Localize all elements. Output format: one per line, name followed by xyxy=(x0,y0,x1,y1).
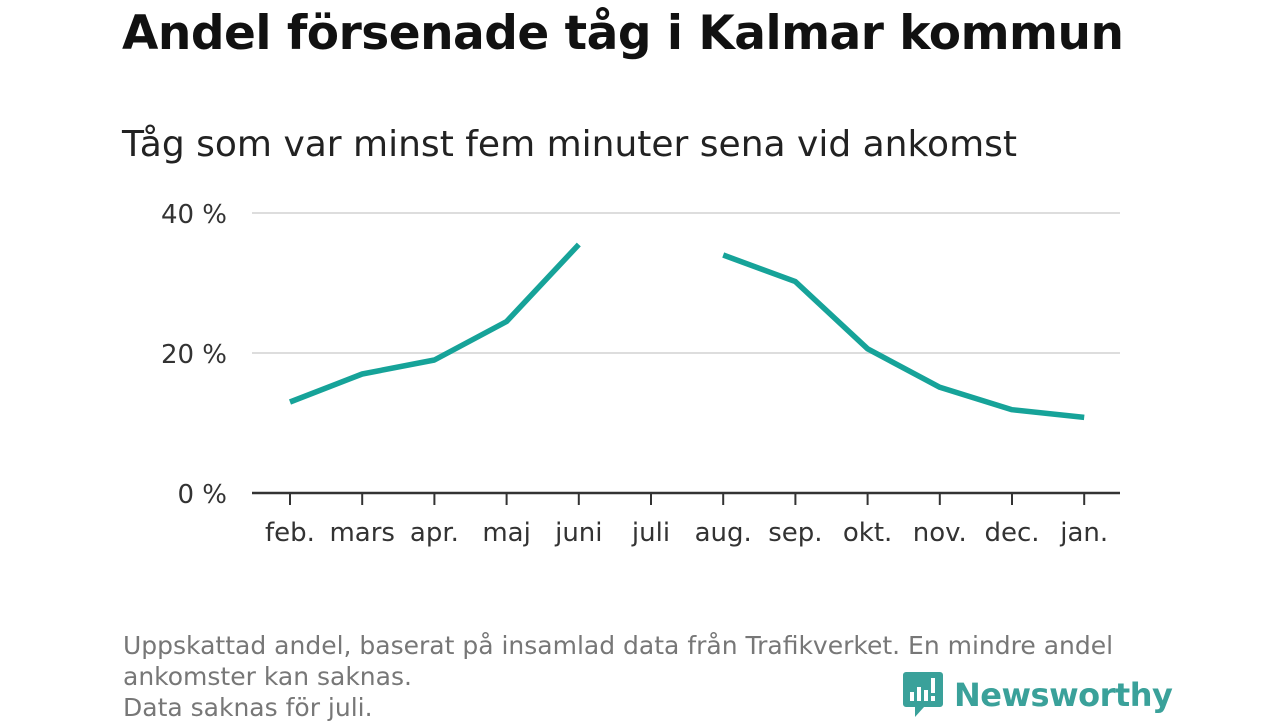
y-tick-label: 0 % xyxy=(177,480,227,510)
y-tick-label: 40 % xyxy=(161,200,227,230)
chart-title: Andel försenade tåg i Kalmar kommun xyxy=(122,6,1124,61)
x-tick-label: maj xyxy=(482,518,530,548)
footnote-line-2: ankomster kan saknas. xyxy=(123,662,412,691)
grid-lines xyxy=(252,212,1120,354)
chart-subtitle: Tåg som var minst fem minuter sena vid a… xyxy=(122,124,1018,165)
x-tick-label: sep. xyxy=(768,518,822,548)
x-tick-label: juli xyxy=(631,518,670,548)
y-axis-tick-labels: 0 % 20 % 40 % xyxy=(161,200,227,510)
x-tick-label: jan. xyxy=(1059,518,1108,548)
x-tick-label: dec. xyxy=(984,518,1039,548)
footnote-line-1: Uppskattad andel, baserat på insamlad da… xyxy=(123,631,1114,660)
x-tick-label: feb. xyxy=(265,518,315,548)
newsworthy-logo-icon xyxy=(903,672,943,717)
x-tick-label: juni xyxy=(554,518,602,548)
brand-name: Newsworthy xyxy=(954,676,1173,714)
y-tick-label: 20 % xyxy=(161,340,227,370)
footnote: Uppskattad andel, baserat på insamlad da… xyxy=(123,630,1163,723)
series-lines xyxy=(289,242,1085,421)
series-line-segment xyxy=(289,242,581,405)
footnote-line-3: Data saknas för juli. xyxy=(123,693,373,722)
x-tick-label: nov. xyxy=(913,518,967,548)
series-line-segment xyxy=(722,252,1085,421)
brand-logo: Newsworthy xyxy=(902,670,1173,720)
x-tick-label: okt. xyxy=(843,518,892,548)
x-axis-tick-labels: feb. mars apr. maj juni juli aug. sep. okt. nov. d… xyxy=(265,518,1108,548)
x-tick-label: mars xyxy=(329,518,395,548)
x-tick-label: apr. xyxy=(410,518,459,548)
x-tick-label: aug. xyxy=(695,518,752,548)
x-axis xyxy=(252,491,1120,505)
